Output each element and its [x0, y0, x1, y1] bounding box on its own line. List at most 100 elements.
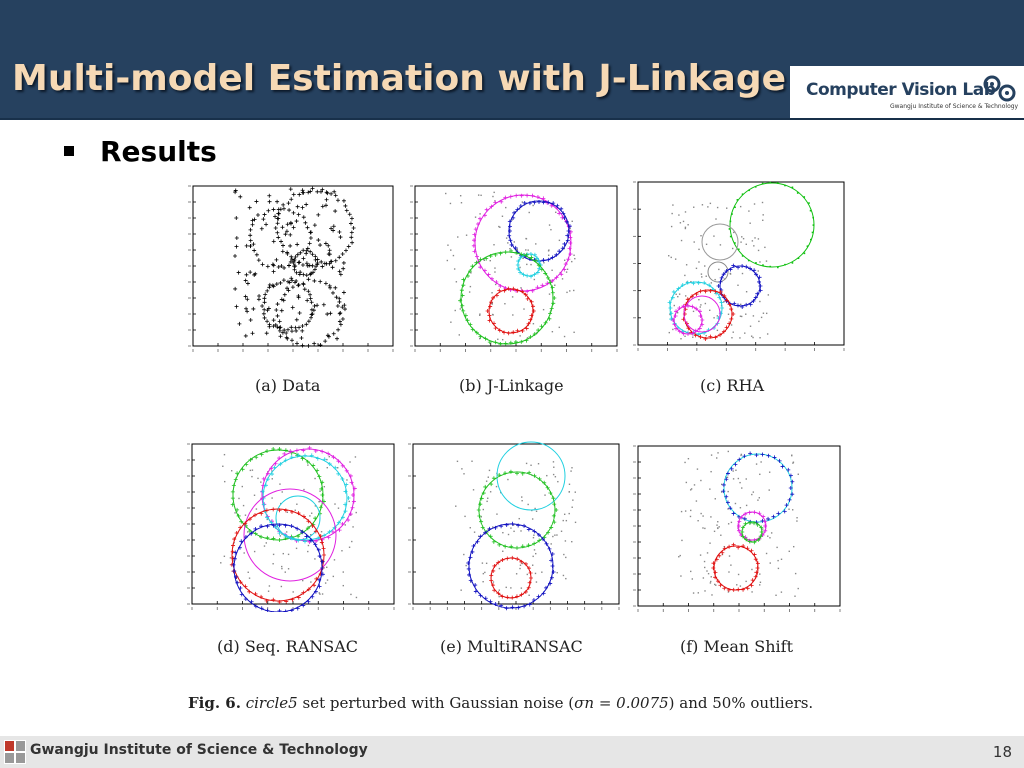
outlier-point: [527, 503, 529, 506]
figure-label: Fig. 6.: [188, 694, 241, 712]
outlier-point: [348, 546, 351, 548]
outlier-point: [727, 591, 730, 593]
inlier-point: [754, 453, 759, 458]
outlier-point: [309, 312, 314, 317]
inlier-point: [523, 292, 528, 297]
outlier-point: [307, 464, 309, 466]
inlier-point: [281, 243, 286, 248]
inlier-point: [301, 190, 306, 195]
inlier-point: [255, 212, 260, 217]
inlier-point: [505, 595, 510, 600]
inlier-point: [513, 245, 518, 250]
outlier-point: [491, 292, 493, 294]
outlier-point: [535, 510, 538, 512]
outlier-point: [319, 500, 321, 503]
inlier-point: [284, 599, 289, 604]
inlier-point: [235, 507, 240, 512]
outlier-point: [513, 530, 515, 533]
inlier-point: [743, 521, 748, 526]
outlier-point: [271, 318, 276, 323]
outlier-point: [571, 260, 573, 263]
outlier-point: [267, 193, 272, 198]
outlier-point: [331, 228, 336, 233]
inlier-point: [343, 509, 348, 514]
fitted-circle: [275, 495, 321, 541]
outlier-point: [533, 534, 535, 536]
outlier-point: [323, 241, 328, 246]
outlier-point: [552, 473, 555, 476]
outlier-point: [792, 462, 794, 464]
outlier-point: [697, 520, 699, 522]
inlier-point: [494, 293, 499, 298]
inlier-point: [740, 525, 745, 530]
inlier-point: [279, 297, 284, 302]
inlier-point: [319, 486, 324, 491]
outlier-point: [327, 252, 332, 257]
inlier-point: [498, 251, 503, 256]
outlier-point: [530, 464, 532, 466]
outlier-point: [754, 237, 756, 239]
inlier-point: [351, 226, 356, 230]
inlier-point: [281, 278, 286, 283]
inlier-point: [296, 538, 301, 543]
inlier-point: [277, 447, 282, 452]
inlier-point: [737, 457, 742, 462]
outlier-point: [272, 553, 275, 556]
outlier-point: [243, 278, 248, 283]
inlier-point: [275, 230, 280, 235]
inlier-point: [686, 331, 690, 336]
inlier-point: [722, 293, 727, 298]
inlier-point: [508, 469, 513, 474]
fitted-circle: [707, 261, 729, 283]
outlier-point: [464, 515, 466, 518]
outlier-point: [253, 494, 256, 496]
inlier-point: [271, 324, 276, 329]
inlier-point: [707, 283, 712, 288]
inlier-point: [753, 295, 758, 300]
inlier-point: [725, 500, 730, 505]
inlier-point: [791, 262, 794, 264]
figure-caption-text: set perturbed with Gaussian noise (: [297, 694, 575, 712]
outlier-point: [571, 506, 573, 508]
inlier-point: [265, 448, 270, 453]
inlier-point: [728, 228, 731, 230]
outlier-point: [679, 222, 682, 224]
inlier-point: [483, 596, 488, 601]
outlier-point: [245, 297, 250, 302]
inlier-point: [482, 268, 487, 273]
inlier-point: [761, 514, 766, 519]
panel-multiransac: [405, 438, 623, 612]
inlier-point: [714, 557, 719, 562]
outlier-point: [713, 530, 716, 533]
inlier-point: [289, 509, 294, 514]
outlier-point: [314, 558, 316, 560]
outlier-point: [337, 507, 340, 509]
inlier-point: [507, 229, 512, 233]
outlier-point: [560, 530, 563, 532]
outlier-point: [745, 243, 747, 246]
inlier-point: [566, 229, 571, 233]
inlier-point: [277, 538, 282, 543]
header-divider: [0, 118, 1024, 120]
outlier-point: [482, 508, 485, 511]
outlier-point: [739, 315, 742, 317]
outlier-point: [534, 572, 537, 575]
inlier-point: [803, 196, 806, 198]
inlier-point: [278, 462, 283, 467]
outlier-point: [455, 505, 457, 507]
inlier-point: [669, 311, 674, 316]
outlier-point: [684, 227, 687, 230]
outlier-point: [792, 545, 795, 548]
inlier-point: [239, 592, 244, 597]
inlier-point: [493, 200, 498, 205]
outlier-point: [797, 473, 799, 475]
inlier-point: [735, 303, 740, 308]
inlier-point: [329, 191, 334, 196]
outlier-point: [489, 259, 491, 262]
inlier-point: [747, 510, 752, 515]
outlier-point: [305, 298, 310, 303]
outlier-point: [494, 267, 496, 269]
outlier-point: [709, 542, 711, 544]
inlier-point: [790, 492, 795, 497]
outlier-point: [733, 231, 735, 234]
